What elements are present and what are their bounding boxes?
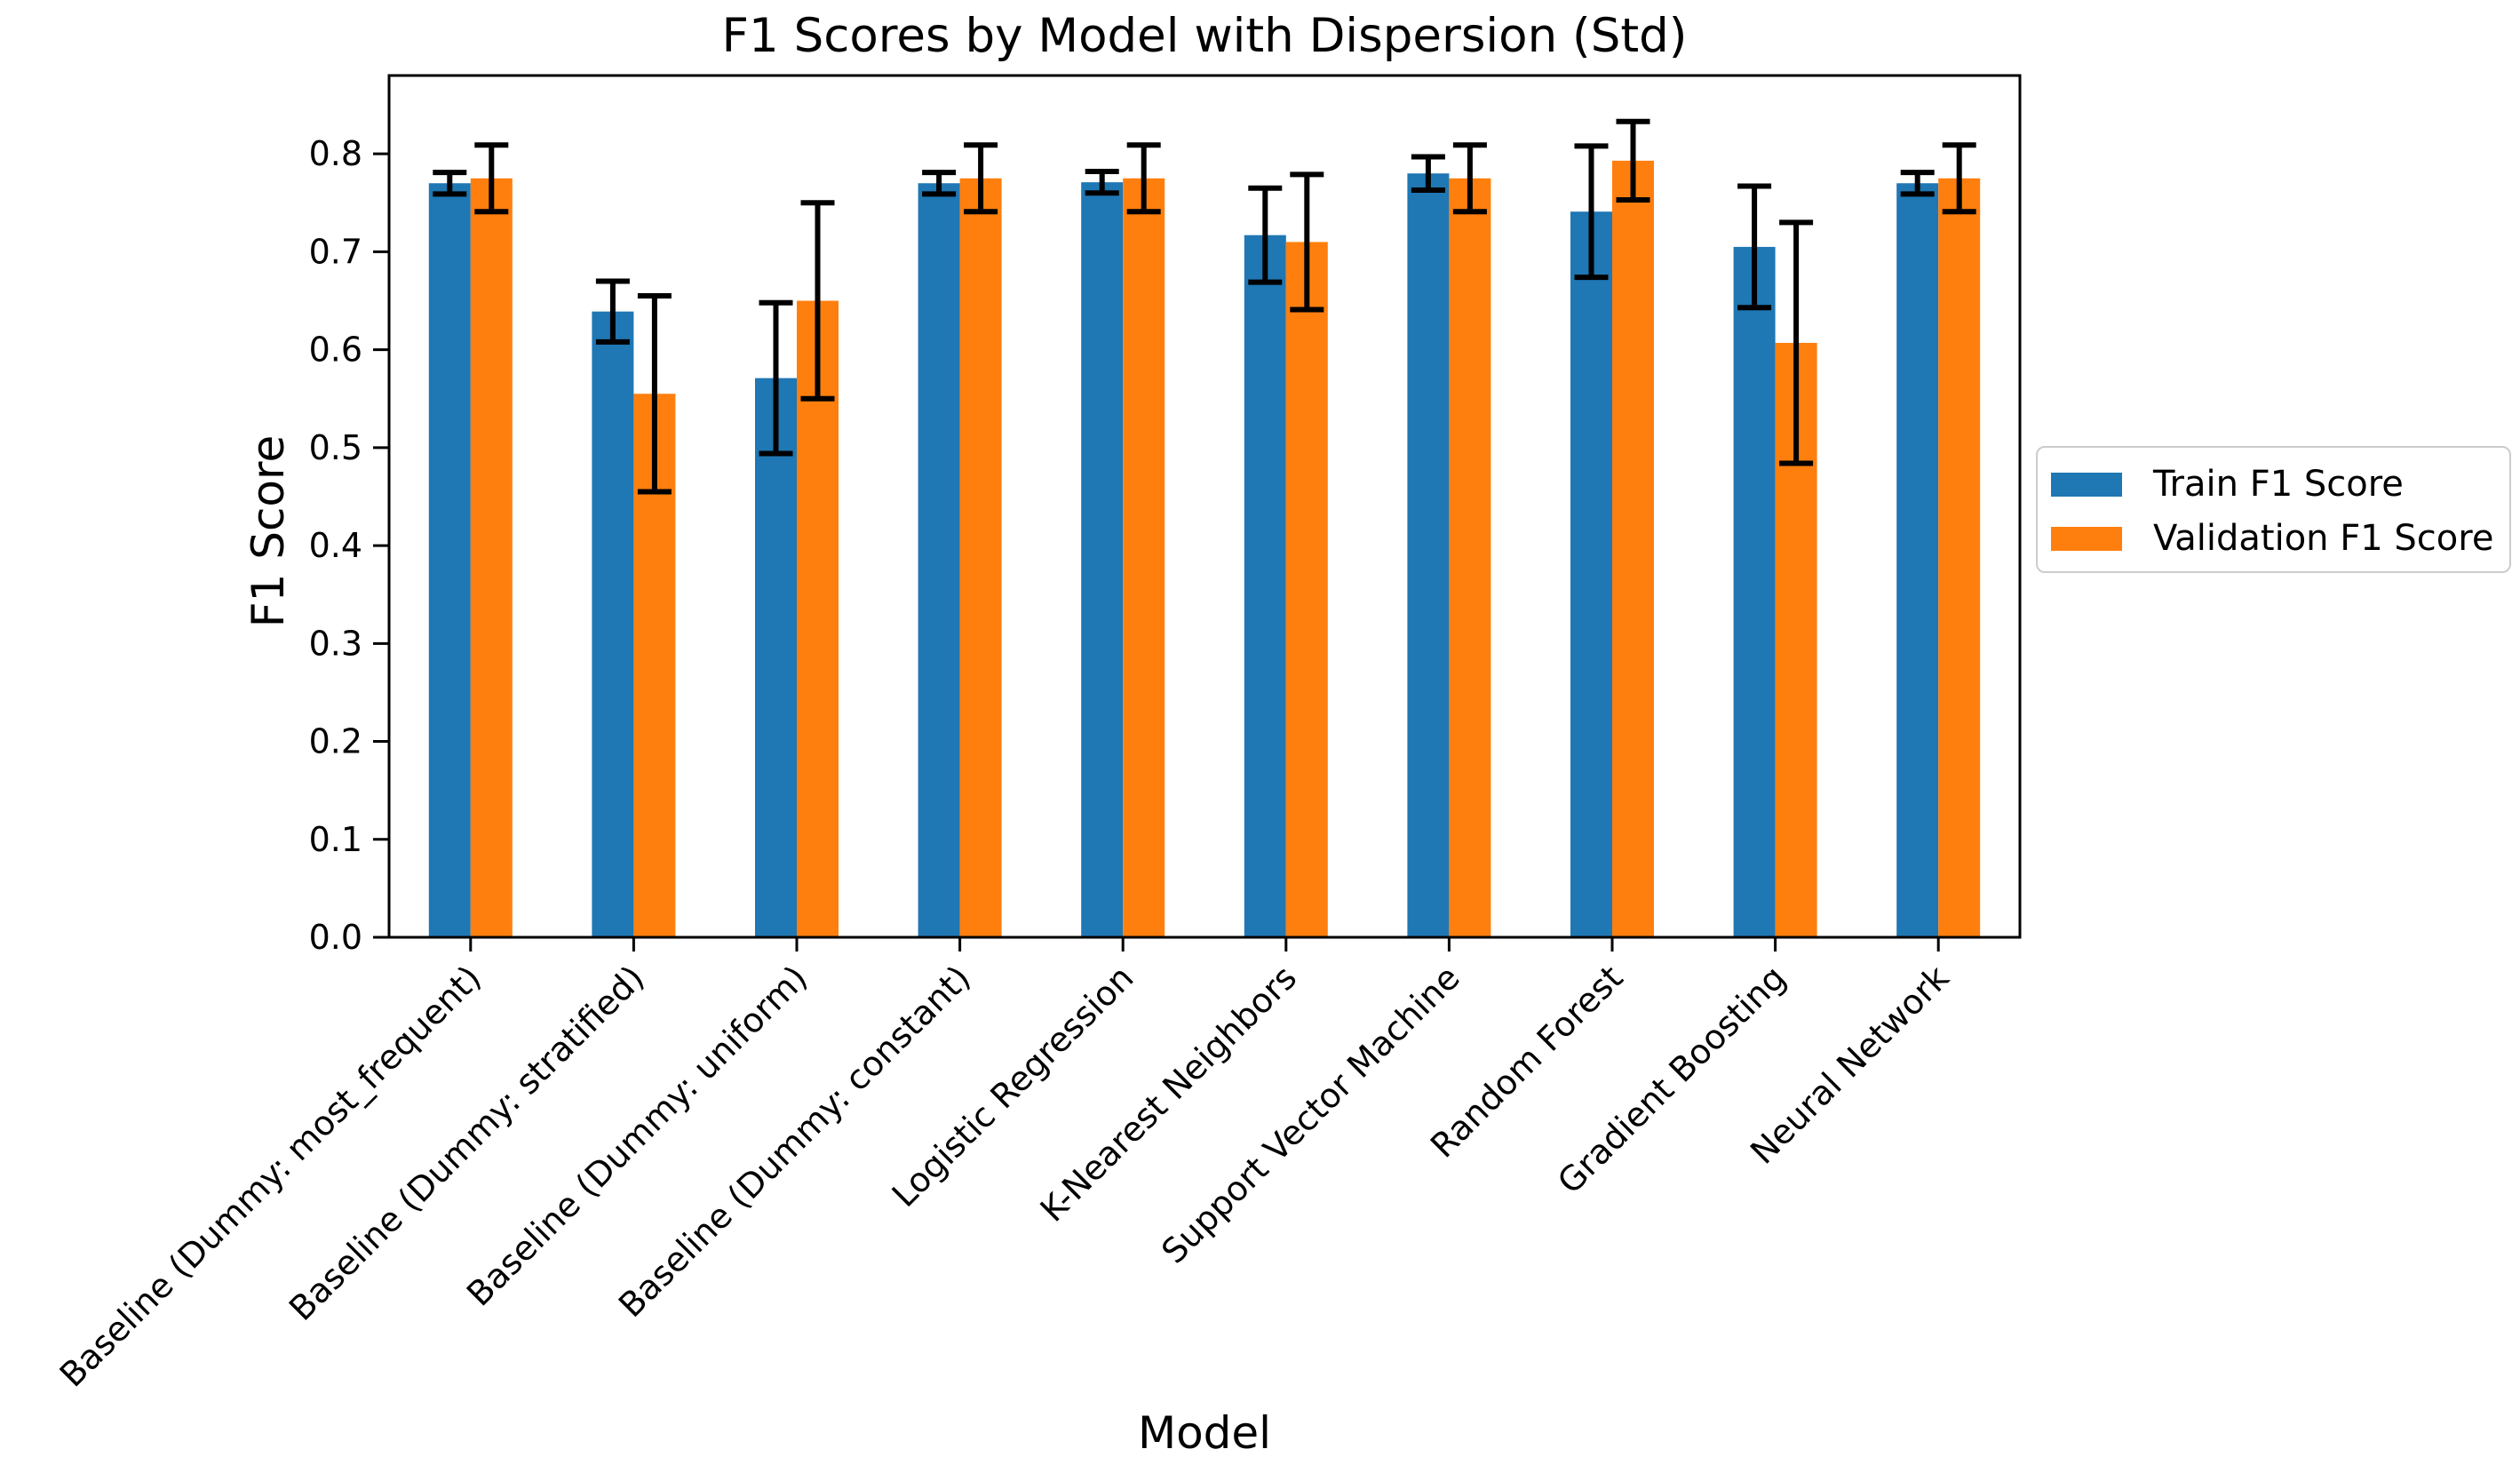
y-tick-label: 0.1 bbox=[309, 820, 362, 859]
legend-swatch-validation-icon bbox=[2051, 526, 2122, 551]
y-tick-label: 0.7 bbox=[309, 232, 362, 271]
legend-label-train: Train F1 Score bbox=[2153, 464, 2404, 505]
chart-title: F1 Scores by Model with Dispersion (Std) bbox=[721, 9, 1688, 63]
y-tick-label: 0.0 bbox=[309, 918, 362, 957]
bar-validation bbox=[1612, 160, 1654, 938]
bar-train bbox=[755, 378, 797, 937]
bar-validation bbox=[1123, 178, 1165, 937]
y-tick-label: 0.6 bbox=[309, 330, 362, 370]
y-tick-label: 0.3 bbox=[309, 624, 362, 663]
bar-validation bbox=[1449, 178, 1491, 937]
bar-train bbox=[1407, 173, 1450, 937]
legend-swatch-train-icon bbox=[2051, 472, 2122, 497]
x-tick-label: Baseline (Dummy: stratified) bbox=[282, 958, 652, 1328]
bar-validation bbox=[470, 178, 513, 937]
bar-train bbox=[1081, 182, 1124, 938]
bar-train bbox=[1733, 246, 1776, 938]
bar-train bbox=[1244, 235, 1286, 938]
bar-train bbox=[1896, 183, 1939, 937]
y-axis-label: F1 Score bbox=[242, 434, 294, 628]
y-tick-label: 0.4 bbox=[309, 526, 362, 565]
legend: Train F1 Score Validation F1 Score bbox=[2036, 446, 2511, 573]
legend-item-train: Train F1 Score bbox=[2051, 465, 2509, 504]
bar-validation bbox=[1938, 178, 1981, 937]
x-tick-label: Baseline (Dummy: uniform) bbox=[459, 958, 815, 1313]
bar-validation bbox=[1285, 242, 1328, 937]
bar-train bbox=[428, 183, 471, 937]
x-tick-label: Support Vector Machine bbox=[1154, 958, 1467, 1271]
bar-train bbox=[918, 183, 960, 937]
y-tick-label: 0.5 bbox=[309, 428, 362, 467]
y-tick-label: 0.2 bbox=[309, 722, 362, 761]
axes-spines bbox=[387, 74, 2022, 939]
bar-validation bbox=[959, 178, 1002, 937]
bar-validation bbox=[797, 300, 839, 938]
x-axis-label: Model bbox=[1137, 1407, 1272, 1459]
y-tick-label: 0.8 bbox=[309, 134, 362, 173]
legend-item-validation: Validation F1 Score bbox=[2051, 519, 2509, 558]
bar-train bbox=[592, 311, 634, 938]
legend-label-validation: Validation F1 Score bbox=[2153, 518, 2494, 559]
x-tick-label: Baseline (Dummy: constant) bbox=[611, 958, 978, 1325]
bar-train bbox=[1570, 211, 1612, 937]
